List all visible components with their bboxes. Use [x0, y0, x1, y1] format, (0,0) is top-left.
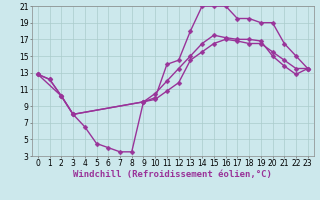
X-axis label: Windchill (Refroidissement éolien,°C): Windchill (Refroidissement éolien,°C): [73, 170, 272, 179]
